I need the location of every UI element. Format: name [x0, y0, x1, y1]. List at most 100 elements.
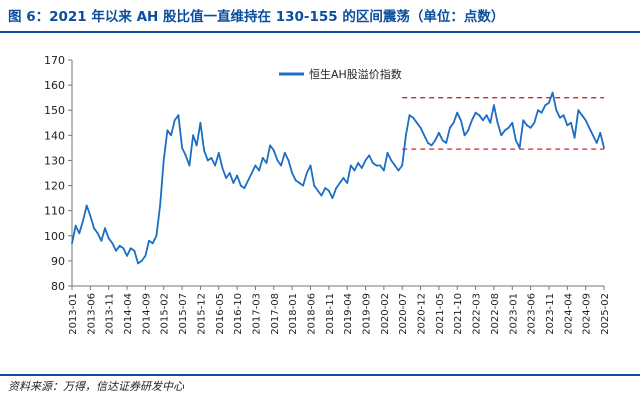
data-point — [320, 194, 323, 197]
x-tick-label: 2017-08 — [270, 293, 281, 335]
data-point — [100, 239, 103, 242]
x-tick-label: 2015-12 — [196, 293, 207, 335]
data-point — [566, 124, 569, 127]
x-tick-label: 2017-03 — [251, 293, 262, 335]
x-tick-label: 2021-05 — [435, 293, 446, 335]
data-point — [309, 164, 312, 167]
x-tick-label: 2018-01 — [288, 293, 299, 335]
data-point — [496, 121, 499, 124]
data-point — [335, 187, 338, 190]
data-point — [537, 109, 539, 112]
data-point — [408, 114, 411, 117]
data-point — [71, 242, 73, 245]
data-point — [104, 227, 106, 230]
x-tick-label: 2019-04 — [343, 293, 354, 335]
data-point — [342, 177, 345, 179]
data-point — [305, 172, 308, 174]
data-point — [272, 149, 275, 152]
data-point — [360, 167, 363, 169]
data-point — [467, 129, 470, 132]
data-point — [184, 154, 187, 157]
data-point — [203, 149, 206, 152]
x-tick-label: 2024-09 — [582, 293, 593, 335]
data-point — [449, 126, 451, 129]
data-point — [383, 169, 385, 172]
data-point — [485, 114, 488, 117]
data-point — [511, 121, 514, 124]
data-point — [592, 134, 594, 137]
x-tick-label: 2021-10 — [453, 293, 464, 335]
data-point — [82, 219, 84, 222]
data-point — [188, 164, 191, 167]
data-point — [144, 255, 147, 257]
data-point — [111, 242, 114, 245]
data-point — [489, 121, 492, 124]
figure-title: 图 6：2021 年以来 AH 股比值一直维持在 130-155 的区间震荡（单… — [8, 9, 505, 25]
data-point — [173, 119, 176, 122]
x-tick-label: 2022-03 — [472, 293, 483, 335]
data-point — [412, 116, 415, 119]
data-point — [283, 152, 286, 154]
data-point — [581, 114, 583, 117]
data-point — [573, 136, 576, 139]
data-point — [107, 237, 110, 240]
data-point — [287, 159, 290, 162]
data-point — [118, 244, 121, 247]
data-point — [170, 134, 173, 137]
data-point — [162, 159, 165, 162]
data-point — [122, 247, 125, 250]
data-point — [338, 182, 341, 184]
data-point — [559, 116, 561, 119]
data-point — [460, 119, 462, 122]
x-tick-label: 2023-06 — [527, 293, 538, 335]
data-point — [316, 189, 319, 192]
data-point — [375, 164, 378, 167]
data-point — [346, 182, 349, 184]
chart-axes — [71, 60, 604, 287]
data-point — [544, 104, 547, 107]
data-point — [548, 101, 550, 104]
reference-lines — [402, 97, 604, 150]
series-group — [71, 91, 605, 265]
data-point — [445, 142, 448, 144]
y-tick-label: 80 — [51, 280, 65, 293]
data-point — [159, 204, 162, 207]
data-point — [500, 134, 503, 137]
data-point — [349, 164, 352, 167]
data-point — [526, 124, 528, 127]
x-tick-label: 2015-02 — [160, 293, 171, 335]
data-point — [419, 126, 422, 129]
data-point — [368, 154, 371, 157]
x-tick-label: 2020-12 — [417, 293, 428, 335]
data-point — [155, 234, 158, 237]
data-point — [210, 157, 213, 159]
data-point — [430, 144, 433, 147]
x-tick-label: 2018-11 — [325, 293, 336, 335]
y-axis-ticks: 80 90 100 110 120 130 140 150 160 170 — [44, 54, 72, 293]
y-tick-label: 120 — [44, 180, 65, 193]
data-point — [427, 142, 429, 144]
data-point — [225, 177, 228, 179]
y-tick-label: 140 — [44, 129, 65, 142]
data-point — [217, 152, 220, 154]
data-point — [456, 111, 459, 114]
x-tick-label: 2016-10 — [233, 293, 244, 335]
data-point — [133, 249, 136, 252]
data-point — [126, 255, 128, 257]
data-point — [372, 162, 374, 164]
data-point — [214, 164, 217, 167]
data-point — [507, 126, 510, 129]
y-tick-label: 90 — [51, 255, 65, 268]
x-tick-label: 2018-06 — [306, 293, 317, 335]
data-point — [518, 147, 521, 149]
data-point — [463, 134, 466, 137]
data-point — [397, 169, 400, 172]
data-point — [206, 159, 209, 162]
data-point — [195, 144, 198, 147]
data-point — [166, 129, 169, 132]
data-point — [423, 134, 426, 137]
x-tick-label: 2023-11 — [545, 293, 556, 335]
data-point — [265, 162, 268, 164]
data-point — [140, 260, 143, 262]
x-tick-label: 2022-08 — [490, 293, 501, 335]
